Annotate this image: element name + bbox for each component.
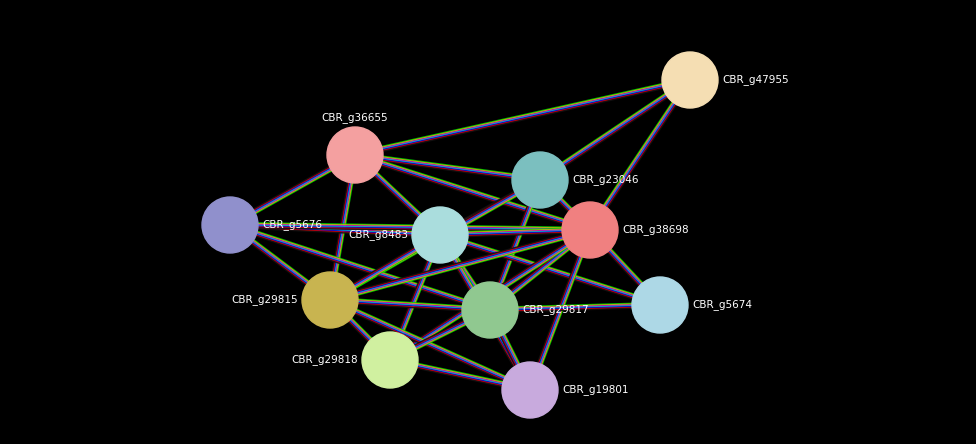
Circle shape bbox=[202, 197, 258, 253]
Text: CBR_g29817: CBR_g29817 bbox=[522, 305, 589, 315]
Circle shape bbox=[327, 127, 383, 183]
Circle shape bbox=[362, 332, 418, 388]
Text: CBR_g19801: CBR_g19801 bbox=[562, 385, 629, 396]
Circle shape bbox=[562, 202, 618, 258]
Circle shape bbox=[512, 152, 568, 208]
Text: CBR_g5676: CBR_g5676 bbox=[262, 219, 322, 230]
Text: CBR_g23046: CBR_g23046 bbox=[572, 174, 638, 186]
Text: CBR_g47955: CBR_g47955 bbox=[722, 75, 789, 85]
Circle shape bbox=[632, 277, 688, 333]
Text: CBR_g29815: CBR_g29815 bbox=[231, 294, 298, 305]
Text: CBR_g5674: CBR_g5674 bbox=[692, 300, 752, 310]
Circle shape bbox=[502, 362, 558, 418]
Text: CBR_g36655: CBR_g36655 bbox=[322, 112, 388, 123]
Circle shape bbox=[412, 207, 468, 263]
Text: CBR_g8483: CBR_g8483 bbox=[348, 230, 408, 241]
Circle shape bbox=[662, 52, 718, 108]
Circle shape bbox=[462, 282, 518, 338]
Text: CBR_g29818: CBR_g29818 bbox=[292, 355, 358, 365]
Circle shape bbox=[302, 272, 358, 328]
Text: CBR_g38698: CBR_g38698 bbox=[622, 225, 689, 235]
